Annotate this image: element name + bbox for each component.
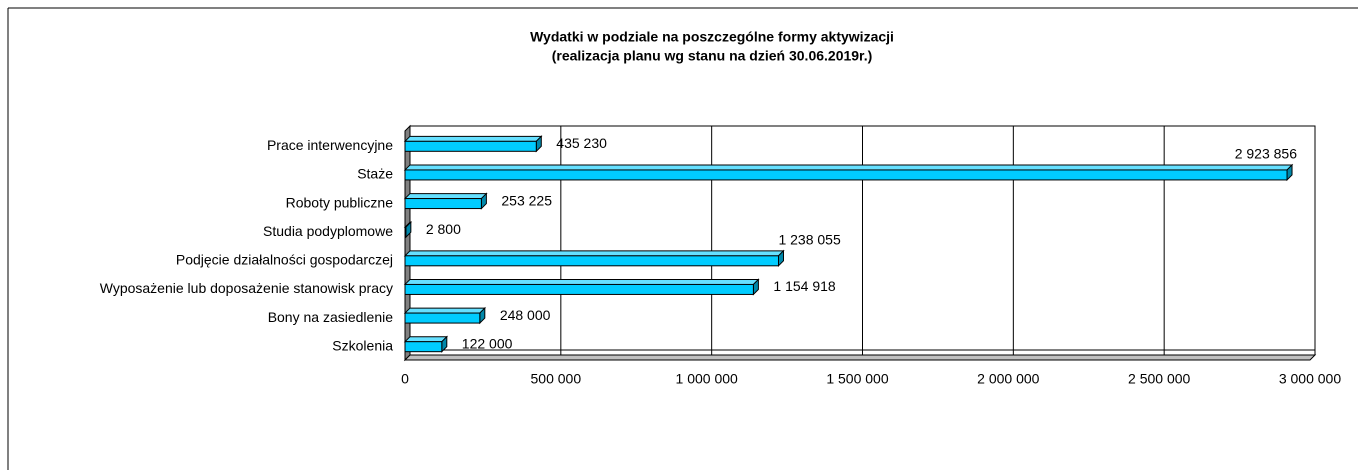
data-label: 435 230	[556, 135, 607, 151]
y-tick-label: Staże	[357, 166, 393, 182]
data-label: 122 000	[462, 335, 513, 351]
y-tick-label: Studia podyplomowe	[263, 223, 393, 239]
x-tick-label: 2 000 000	[977, 371, 1039, 387]
bar-top	[403, 250, 785, 257]
bar	[404, 255, 779, 267]
x-tick-label: 1 500 000	[826, 371, 888, 387]
bar	[404, 140, 537, 152]
bar-top	[403, 278, 760, 285]
y-tick-label: Roboty publiczne	[286, 194, 394, 210]
side-wall	[404, 124, 411, 362]
bar-top	[403, 336, 449, 343]
chart-title: Wydatki w podziale na poszczególne formy…	[530, 29, 894, 45]
bar-top	[403, 164, 1294, 171]
bar-top	[403, 307, 487, 314]
data-label: 2 923 856	[1235, 146, 1297, 162]
data-label: 2 800	[426, 221, 461, 237]
y-tick-label: Szkolenia	[332, 337, 393, 353]
x-tick-label: 0	[401, 371, 409, 387]
bar	[404, 312, 481, 324]
bar	[404, 226, 407, 238]
data-label: 253 225	[501, 192, 552, 208]
data-label: 1 154 918	[773, 278, 835, 294]
y-tick-label: Bony na zasiedlenie	[268, 309, 394, 325]
data-label: 1 238 055	[778, 232, 840, 248]
x-tick-label: 1 000 000	[676, 371, 738, 387]
bar	[404, 169, 1288, 181]
y-tick-label: Prace interwencyjne	[267, 137, 393, 153]
x-tick-label: 500 000	[531, 371, 582, 387]
bar	[404, 341, 443, 353]
x-tick-label: 3 000 000	[1279, 371, 1341, 387]
bar-top	[403, 135, 543, 142]
floor	[403, 354, 1317, 361]
data-label: 248 000	[500, 307, 551, 323]
bar	[404, 198, 482, 210]
y-tick-label: Wyposażenie lub doposażenie stanowisk pr…	[100, 280, 393, 296]
bar-top	[403, 193, 488, 200]
y-tick-label: Podjęcie działalności gospodarczej	[176, 252, 393, 268]
bar	[404, 283, 754, 295]
x-tick-label: 2 500 000	[1128, 371, 1190, 387]
chart-subtitle: (realizacja planu wg stanu na dzień 30.0…	[552, 48, 873, 64]
